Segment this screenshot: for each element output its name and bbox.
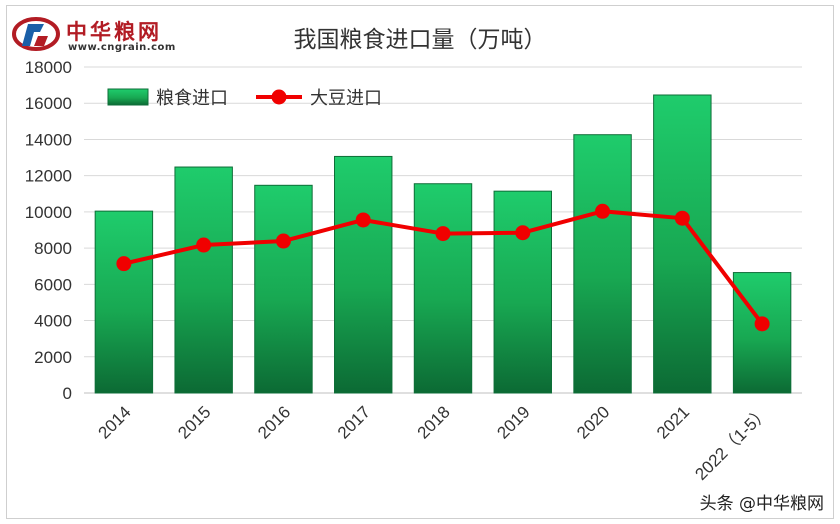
bar [94,210,154,394]
y-tick-label: 0 [63,384,72,403]
cngrain-logo-icon [12,17,60,51]
y-tick-label: 4000 [34,312,72,331]
line-point [355,212,371,228]
y-tick-label: 10000 [25,203,72,222]
legend: 粮食进口 大豆进口 [107,88,382,109]
y-tick-label: 2000 [34,348,72,367]
x-axis-ticks: 2014 2015 2016 2017 2018 2019 2020 20212022（1-5… [95,402,773,484]
x-tick-label: 2021 [653,402,693,442]
y-tick-label: 14000 [25,130,72,149]
legend-label: 粮食进口 [156,88,228,109]
legend-label: 大豆进口 [310,88,382,109]
line-point [754,316,770,332]
chart-title: 我国粮食进口量（万吨） [293,27,547,53]
bar [573,134,632,394]
line-point [515,225,531,241]
y-tick-label: 16000 [25,94,72,113]
y-tick-label: 18000 [25,58,72,77]
legend-line-marker [271,89,287,105]
bar [334,155,393,394]
line-point [196,237,212,253]
line-series [116,203,770,332]
line-point [674,210,690,226]
x-tick-label: 2014 [95,402,135,442]
y-tick-label: 12000 [25,167,72,186]
line-point [116,256,132,272]
bar [732,272,792,394]
y-tick-label: 8000 [34,239,72,258]
x-tick-label: 2020 [573,402,613,442]
bar [254,184,313,394]
x-tick-label: 2016 [254,402,294,442]
bar-series [94,94,792,394]
bar [174,166,233,394]
x-tick-label: 2015 [174,402,214,442]
bar [413,183,473,394]
logo-url: www.cngrain.com [68,42,176,53]
logo: 中华粮网 www.cngrain.com [12,12,202,56]
legend-bar-swatch [107,88,149,106]
x-tick-label: 2017 [334,402,374,442]
x-tick-label: 2018 [414,402,454,442]
line-point [595,203,611,219]
x-tick-label: 2022（1-5） [691,402,773,484]
logo-name: 中华粮网 [66,20,162,44]
line-point [435,226,451,242]
x-tick-label: 2019 [493,402,533,442]
y-tick-label: 6000 [34,275,72,294]
bar [493,190,552,394]
watermark: 头条 @中华粮网 [697,489,826,514]
line-point [275,233,291,249]
y-axis-ticks: 0 2000 4000 6000 8000 10000 12000 14000 16000 180… [25,58,72,403]
